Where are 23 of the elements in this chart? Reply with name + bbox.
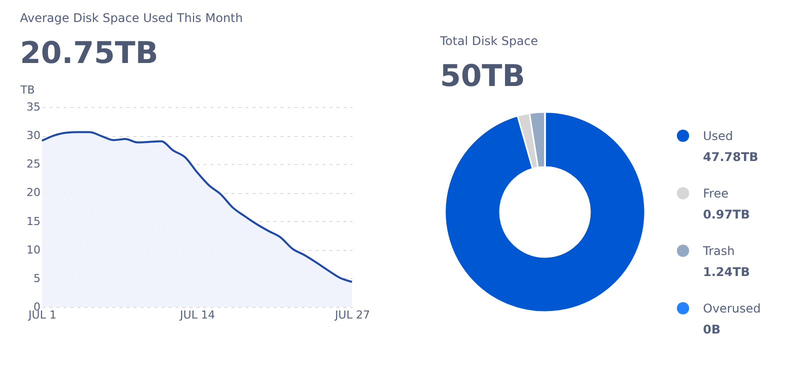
y-tick-label: 5: [34, 272, 40, 285]
chart-title: Average Disk Space Used This Month: [20, 11, 243, 25]
chart-subtitle: 20.75TB: [20, 36, 158, 71]
y-tick-label: 10: [26, 243, 40, 256]
text: 0B: [703, 322, 720, 336]
chart-subtitle: 50TB: [440, 59, 526, 94]
legend-label: Overused: [703, 301, 761, 316]
data-label: 1.24TB: [703, 264, 750, 279]
y-axis-title: TB: [20, 84, 35, 96]
x-tick-label: JUL 14: [179, 308, 215, 322]
y-tick-label: 15: [26, 214, 40, 228]
chart-title: Total Disk Space: [439, 34, 538, 48]
legend-label: Used: [703, 128, 734, 143]
donut-slice: [444, 111, 646, 313]
legend-label: Free: [703, 186, 728, 200]
data-label: 47.78TB: [703, 150, 758, 164]
y-tick-label: 35: [26, 100, 40, 114]
legend-label: Trash: [702, 244, 735, 258]
x-tick-label: JUL 27: [334, 308, 370, 322]
data-label: 0.97TB: [703, 207, 750, 222]
y-tick-label: 25: [26, 158, 40, 171]
y-tick-label: 30: [26, 129, 40, 142]
y-tick-label: 20: [26, 186, 40, 200]
